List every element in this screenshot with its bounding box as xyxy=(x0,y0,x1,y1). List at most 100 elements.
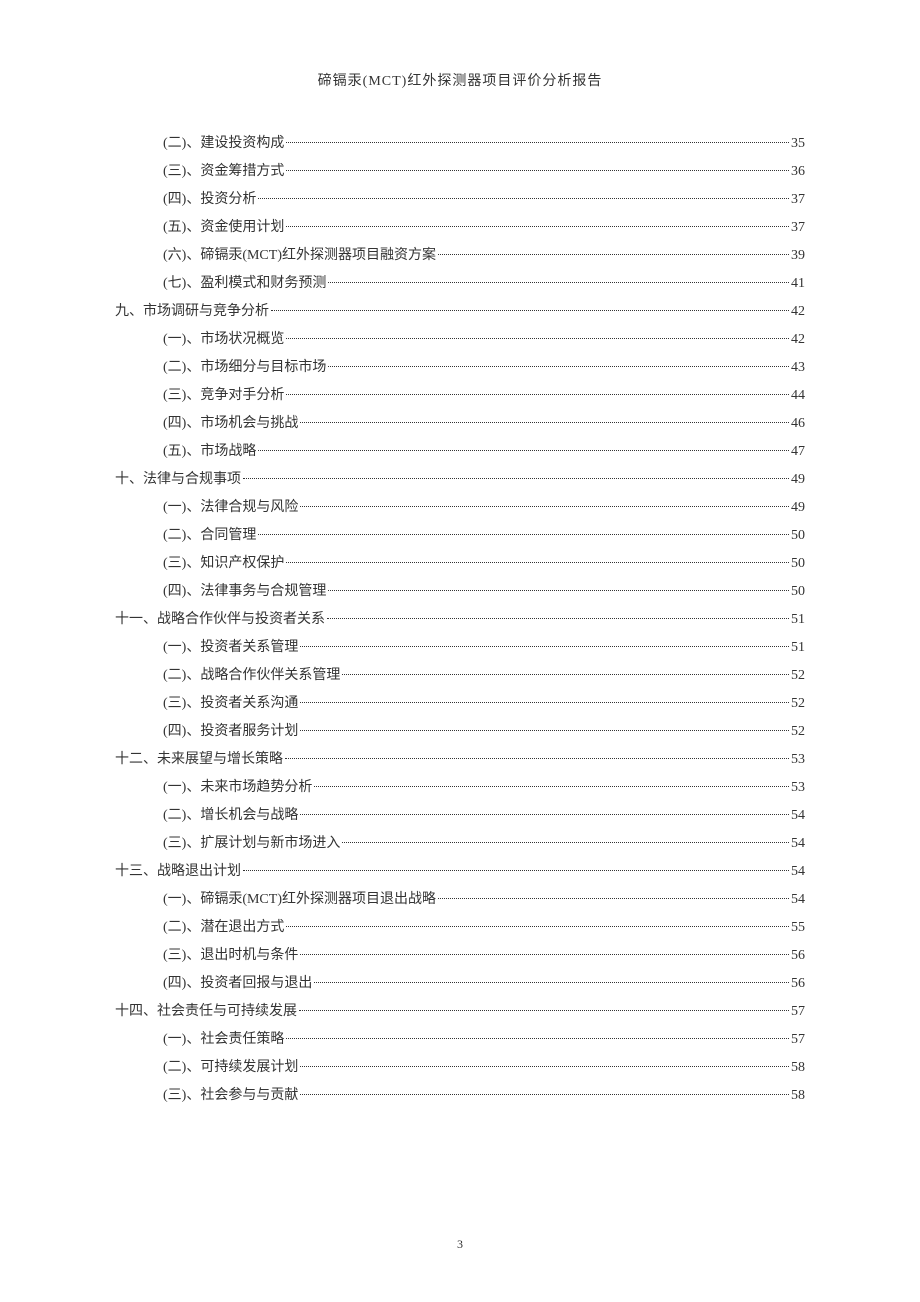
toc-entry-page: 37 xyxy=(791,186,805,214)
toc-dots-leader xyxy=(342,842,789,843)
toc-entry-page: 50 xyxy=(791,550,805,578)
toc-entry: (四)、市场机会与挑战 46 xyxy=(115,410,805,438)
toc-dots-leader xyxy=(258,534,789,535)
toc-dots-leader xyxy=(243,478,789,479)
toc-entry-page: 51 xyxy=(791,634,805,662)
toc-entry: (四)、投资者服务计划 52 xyxy=(115,718,805,746)
toc-entry: (三)、投资者关系沟通 52 xyxy=(115,690,805,718)
toc-entry-page: 50 xyxy=(791,522,805,550)
toc-entry-page: 52 xyxy=(791,718,805,746)
toc-entry-label: (五)、资金使用计划 xyxy=(163,214,284,242)
toc-entry: 十、法律与合规事项 49 xyxy=(115,466,805,494)
toc-entry: (一)、社会责任策略 57 xyxy=(115,1026,805,1054)
toc-entry-page: 54 xyxy=(791,802,805,830)
toc-dots-leader xyxy=(314,786,789,787)
toc-entry: (二)、战略合作伙伴关系管理 52 xyxy=(115,662,805,690)
toc-entry: (五)、市场战略 47 xyxy=(115,438,805,466)
toc-entry-page: 56 xyxy=(791,942,805,970)
toc-entry-label: (二)、建设投资构成 xyxy=(163,130,284,158)
toc-entry-page: 54 xyxy=(791,858,805,886)
toc-entry-label: (四)、法律事务与合规管理 xyxy=(163,578,326,606)
toc-entry: (三)、资金筹措方式 36 xyxy=(115,158,805,186)
toc-entry-label: (七)、盈利模式和财务预测 xyxy=(163,270,326,298)
page-number: 3 xyxy=(0,1237,920,1252)
toc-entry-label: (三)、退出时机与条件 xyxy=(163,942,298,970)
toc-entry: (一)、法律合规与风险 49 xyxy=(115,494,805,522)
toc-dots-leader xyxy=(285,758,789,759)
toc-entry-label: (一)、碲镉汞(MCT)红外探测器项目退出战略 xyxy=(163,886,436,914)
table-of-contents: (二)、建设投资构成 35(三)、资金筹措方式 36(四)、投资分析 37(五)… xyxy=(115,130,805,1110)
toc-entry-label: (三)、扩展计划与新市场进入 xyxy=(163,830,340,858)
toc-entry-label: (一)、市场状况概览 xyxy=(163,326,284,354)
toc-dots-leader xyxy=(300,954,789,955)
toc-dots-leader xyxy=(271,310,789,311)
toc-entry: (四)、投资分析 37 xyxy=(115,186,805,214)
toc-entry: (二)、潜在退出方式 55 xyxy=(115,914,805,942)
toc-dots-leader xyxy=(286,394,789,395)
toc-dots-leader xyxy=(327,618,789,619)
toc-entry: (四)、投资者回报与退出 56 xyxy=(115,970,805,998)
toc-entry-label: (三)、知识产权保护 xyxy=(163,550,284,578)
toc-entry-label: (二)、合同管理 xyxy=(163,522,256,550)
toc-dots-leader xyxy=(300,1066,789,1067)
toc-entry: 十三、战略退出计划 54 xyxy=(115,858,805,886)
toc-dots-leader xyxy=(300,646,789,647)
toc-entry: 十二、未来展望与增长策略 53 xyxy=(115,746,805,774)
toc-entry-label: 九、市场调研与竞争分析 xyxy=(115,298,269,326)
toc-entry-label: 十三、战略退出计划 xyxy=(115,858,241,886)
toc-entry-page: 41 xyxy=(791,270,805,298)
toc-entry-page: 49 xyxy=(791,494,805,522)
toc-dots-leader xyxy=(328,282,789,283)
toc-entry: (四)、法律事务与合规管理 50 xyxy=(115,578,805,606)
toc-entry-label: 十二、未来展望与增长策略 xyxy=(115,746,283,774)
toc-entry: (三)、竞争对手分析 44 xyxy=(115,382,805,410)
toc-entry-page: 47 xyxy=(791,438,805,466)
toc-dots-leader xyxy=(438,898,789,899)
toc-entry-label: 十、法律与合规事项 xyxy=(115,466,241,494)
toc-entry-page: 49 xyxy=(791,466,805,494)
toc-entry: (一)、未来市场趋势分析 53 xyxy=(115,774,805,802)
toc-dots-leader xyxy=(286,1038,789,1039)
toc-dots-leader xyxy=(243,870,789,871)
toc-dots-leader xyxy=(300,422,789,423)
toc-entry-page: 52 xyxy=(791,690,805,718)
toc-entry-label: (一)、社会责任策略 xyxy=(163,1026,284,1054)
toc-entry: (一)、投资者关系管理 51 xyxy=(115,634,805,662)
toc-entry-page: 57 xyxy=(791,998,805,1026)
toc-entry-label: (二)、增长机会与战略 xyxy=(163,802,298,830)
toc-entry: (二)、合同管理 50 xyxy=(115,522,805,550)
toc-entry-page: 56 xyxy=(791,970,805,998)
toc-entry-page: 54 xyxy=(791,886,805,914)
toc-entry-page: 42 xyxy=(791,298,805,326)
toc-dots-leader xyxy=(258,198,789,199)
toc-entry-page: 42 xyxy=(791,326,805,354)
toc-dots-leader xyxy=(286,926,789,927)
toc-dots-leader xyxy=(300,702,789,703)
toc-entry-label: (四)、投资者服务计划 xyxy=(163,718,298,746)
toc-entry: (二)、市场细分与目标市场 43 xyxy=(115,354,805,382)
toc-entry: (三)、退出时机与条件 56 xyxy=(115,942,805,970)
toc-entry-label: (二)、战略合作伙伴关系管理 xyxy=(163,662,340,690)
toc-entry: 十四、社会责任与可持续发展 57 xyxy=(115,998,805,1026)
toc-entry-page: 46 xyxy=(791,410,805,438)
toc-entry-label: 十四、社会责任与可持续发展 xyxy=(115,998,297,1026)
toc-entry-label: (三)、社会参与与贡献 xyxy=(163,1082,298,1110)
toc-entry: (二)、建设投资构成 35 xyxy=(115,130,805,158)
document-header-title: 碲镉汞(MCT)红外探测器项目评价分析报告 xyxy=(115,70,805,90)
toc-entry-label: (六)、碲镉汞(MCT)红外探测器项目融资方案 xyxy=(163,242,436,270)
toc-entry-label: (二)、潜在退出方式 xyxy=(163,914,284,942)
toc-entry: (二)、增长机会与战略 54 xyxy=(115,802,805,830)
toc-dots-leader xyxy=(300,730,789,731)
toc-entry: (一)、市场状况概览 42 xyxy=(115,326,805,354)
page-container: 碲镉汞(MCT)红外探测器项目评价分析报告 (二)、建设投资构成 35(三)、资… xyxy=(0,0,920,1170)
toc-dots-leader xyxy=(286,226,789,227)
toc-entry: (五)、资金使用计划 37 xyxy=(115,214,805,242)
toc-entry-page: 43 xyxy=(791,354,805,382)
toc-dots-leader xyxy=(328,590,789,591)
toc-entry-label: (三)、竞争对手分析 xyxy=(163,382,284,410)
toc-entry-page: 37 xyxy=(791,214,805,242)
toc-dots-leader xyxy=(299,1010,789,1011)
toc-entry-page: 58 xyxy=(791,1082,805,1110)
toc-entry-page: 36 xyxy=(791,158,805,186)
toc-entry-page: 50 xyxy=(791,578,805,606)
